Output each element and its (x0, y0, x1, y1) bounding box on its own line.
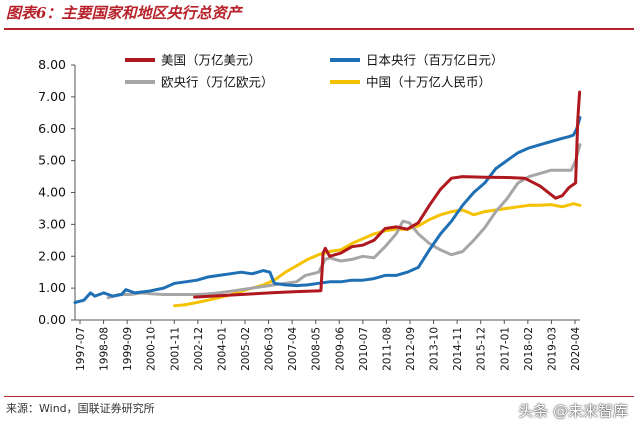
chart-legend: 美国（万亿美元） 日本央行（百万亿日元） 欧央行（万亿欧元） 中国（十万亿人民币） (125, 53, 504, 90)
y-tick-label: 0.00 (38, 312, 66, 327)
x-tick-label: 2014-11 (452, 327, 464, 371)
y-tick-label: 2.00 (38, 248, 66, 263)
x-tick-label: 2004-01 (216, 327, 228, 371)
x-tick-label: 2018-02 (523, 327, 535, 371)
legend-label-3: 中国（十万亿人民币） (366, 75, 491, 90)
legend-label-2: 欧央行（万亿欧元） (161, 75, 274, 90)
x-tick-label: 2009-06 (334, 327, 346, 371)
x-tick-label: 2002-12 (193, 327, 205, 371)
y-tick-label: 3.00 (38, 216, 66, 231)
x-tick-label: 2007-04 (287, 327, 299, 371)
x-tick-label: 2019-03 (546, 327, 558, 371)
x-tick-label: 2017-01 (499, 327, 511, 371)
x-tick-label: 2005-02 (240, 327, 252, 371)
y-tick-label: 5.00 (38, 153, 66, 168)
x-tick-label: 1997-07 (75, 327, 87, 371)
series-line-0 (193, 90, 582, 299)
chart: 0.00 1.00 2.00 3.00 4.00 5.00 6.00 7.00 8.00 1997… (38, 53, 582, 371)
x-tick-label: 2012-09 (405, 327, 417, 371)
figure-title: 图表6：主要国家和地区央行总资产 (6, 4, 242, 22)
y-tick-label: 7.00 (38, 89, 66, 104)
x-tick-label: 2001-11 (169, 327, 181, 371)
x-tick-label: 2000-10 (146, 327, 158, 371)
source-rule (4, 396, 634, 397)
chart-series (73, 90, 582, 308)
legend-label-0: 美国（万亿美元） (161, 53, 261, 68)
source-note: 来源：Wind，国联证券研究所 (6, 402, 155, 415)
x-tick-label: 2015-12 (476, 327, 488, 371)
y-tick-label: 8.00 (38, 57, 66, 72)
legend-label-1: 日本央行（百万亿日元） (366, 53, 504, 68)
watermark: 头条 @未来智库 (518, 402, 628, 420)
x-tick-label: 2008-05 (311, 327, 323, 371)
x-tick-label: 2011-08 (381, 327, 393, 371)
y-tick-label: 4.00 (38, 185, 66, 200)
x-tick-label: 1999-09 (122, 327, 134, 371)
x-tick-label: 1998-08 (99, 327, 111, 371)
series-line-1 (73, 116, 582, 304)
x-tick-label: 2006-03 (264, 327, 276, 371)
series-line-2 (106, 143, 582, 300)
y-tick-label: 6.00 (38, 121, 66, 136)
x-tick-label: 2010-07 (358, 327, 370, 371)
x-tick-label: 2013-10 (429, 327, 441, 371)
y-tick-label: 1.00 (38, 280, 66, 295)
title-rule (4, 28, 634, 30)
x-tick-label: 2020-04 (570, 327, 582, 371)
chart-axes: 0.00 1.00 2.00 3.00 4.00 5.00 6.00 7.00 8.00 1997… (38, 57, 582, 371)
